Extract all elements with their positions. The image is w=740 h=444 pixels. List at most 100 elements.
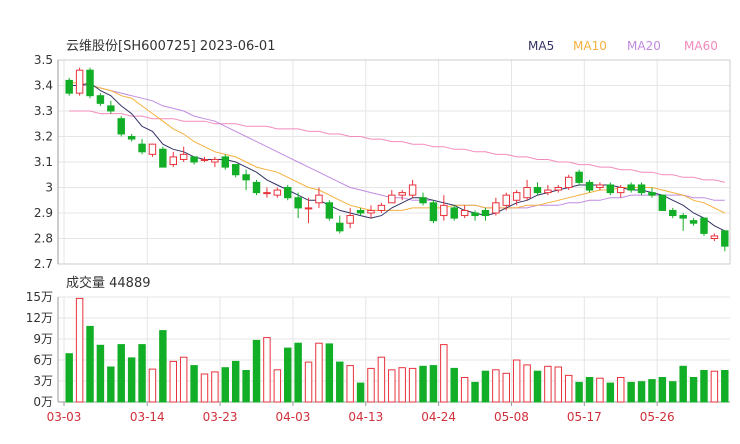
volume-bar bbox=[377, 356, 386, 403]
candlestick bbox=[658, 194, 667, 211]
candle-body bbox=[710, 235, 719, 239]
candle-body bbox=[679, 215, 687, 219]
candlestick bbox=[585, 179, 594, 193]
candle-body bbox=[231, 164, 240, 176]
candlestick bbox=[179, 146, 188, 162]
candlestick bbox=[159, 146, 167, 168]
date-tick-label: 04-03 bbox=[276, 410, 311, 424]
volume-bar bbox=[388, 369, 396, 403]
candle-body bbox=[700, 217, 708, 234]
legend-ma5: MA5 bbox=[528, 39, 554, 53]
volume-bar bbox=[284, 347, 292, 403]
candlestick bbox=[460, 205, 469, 219]
candle-body bbox=[263, 192, 271, 195]
volume-bar bbox=[169, 360, 177, 403]
candlestick bbox=[689, 218, 698, 226]
volume-bar bbox=[367, 367, 375, 403]
candlestick bbox=[429, 200, 438, 224]
price-tick-label: 2.8 bbox=[34, 232, 53, 246]
candle-body bbox=[533, 187, 542, 194]
candlestick bbox=[127, 133, 136, 142]
candle-body bbox=[419, 197, 427, 204]
candle-body bbox=[596, 184, 604, 188]
candlestick bbox=[336, 215, 344, 234]
candle-body bbox=[138, 143, 146, 153]
chart-title: 云维股份[SH600725] 2023-06-01 bbox=[66, 39, 275, 54]
legend-ma60: MA60 bbox=[684, 39, 718, 53]
candle-body bbox=[450, 207, 458, 219]
volume-bar bbox=[252, 339, 261, 403]
candlestick bbox=[325, 200, 334, 221]
candlestick bbox=[512, 190, 521, 206]
candle-body bbox=[440, 204, 448, 217]
candle-body bbox=[367, 209, 375, 214]
volume-bar bbox=[512, 359, 521, 403]
price-y-axis: 3.5 3.4 3.3 3.2 3.1 3 2.9 2.8 2.7 bbox=[34, 53, 59, 271]
volume-bar bbox=[502, 372, 510, 403]
candle-body bbox=[669, 209, 677, 217]
candlestick bbox=[148, 143, 157, 157]
volume-tick-label: 9万 bbox=[33, 332, 53, 346]
price-tick-label: 3 bbox=[45, 181, 53, 195]
candlestick bbox=[211, 156, 219, 168]
candlestick bbox=[294, 192, 302, 219]
volume-bar bbox=[679, 365, 687, 403]
volume-bar bbox=[429, 365, 438, 403]
price-tick-label: 3.3 bbox=[34, 104, 53, 118]
volume-bar bbox=[689, 377, 698, 403]
candlestick bbox=[606, 182, 615, 196]
candle-body bbox=[471, 212, 479, 217]
candlestick bbox=[721, 230, 729, 252]
candle-body bbox=[481, 209, 490, 217]
candlestick bbox=[523, 179, 531, 201]
volume-bar bbox=[159, 330, 167, 403]
candlestick bbox=[669, 207, 677, 219]
candle-body bbox=[179, 153, 188, 160]
candlestick bbox=[596, 182, 604, 191]
volume-bar bbox=[346, 365, 354, 403]
ma20-line bbox=[69, 85, 725, 209]
candlestick bbox=[242, 169, 250, 191]
candlestick bbox=[231, 164, 240, 178]
candlestick bbox=[564, 174, 573, 191]
volume-bar bbox=[325, 343, 334, 403]
price-tick-label: 2.9 bbox=[34, 206, 53, 220]
candle-body bbox=[617, 187, 625, 194]
candlestick bbox=[200, 156, 209, 162]
candle-body bbox=[159, 148, 167, 168]
candlestick bbox=[273, 187, 282, 198]
candlestick bbox=[700, 217, 708, 236]
candle-body bbox=[554, 187, 563, 191]
date-tick-label: 05-08 bbox=[494, 410, 529, 424]
candle-body bbox=[721, 230, 729, 247]
candlestick bbox=[408, 179, 417, 198]
volume-bar bbox=[523, 364, 531, 403]
volume-bar bbox=[148, 368, 157, 403]
candle-body bbox=[86, 69, 94, 97]
candle-body bbox=[200, 158, 209, 161]
date-x-axis: 03-03 03-14 03-23 04-03 04-13 04-24 05-08 05-17… bbox=[47, 402, 675, 424]
volume-bar bbox=[211, 371, 219, 403]
candlestick bbox=[86, 67, 94, 99]
volume-bar bbox=[107, 366, 115, 403]
volume-bar bbox=[179, 356, 188, 403]
volume-bar bbox=[658, 377, 667, 403]
volume-tick-label: 3万 bbox=[33, 374, 53, 388]
candle-body bbox=[252, 181, 261, 194]
volume-bar bbox=[648, 379, 656, 403]
volume-bar bbox=[86, 325, 94, 403]
candlestick bbox=[388, 190, 396, 204]
candlestick bbox=[492, 197, 500, 216]
date-tick-label: 03-23 bbox=[203, 410, 238, 424]
volume-bar bbox=[221, 367, 230, 403]
volume-bar bbox=[440, 344, 448, 403]
volume-bar bbox=[596, 377, 604, 403]
volume-bar bbox=[127, 357, 136, 403]
volume-bar bbox=[585, 377, 594, 403]
volume-bar bbox=[617, 377, 625, 403]
candle-body bbox=[575, 171, 583, 183]
volume-bar bbox=[669, 381, 677, 403]
candle-body bbox=[211, 158, 219, 163]
date-tick-label: 04-24 bbox=[421, 410, 456, 424]
